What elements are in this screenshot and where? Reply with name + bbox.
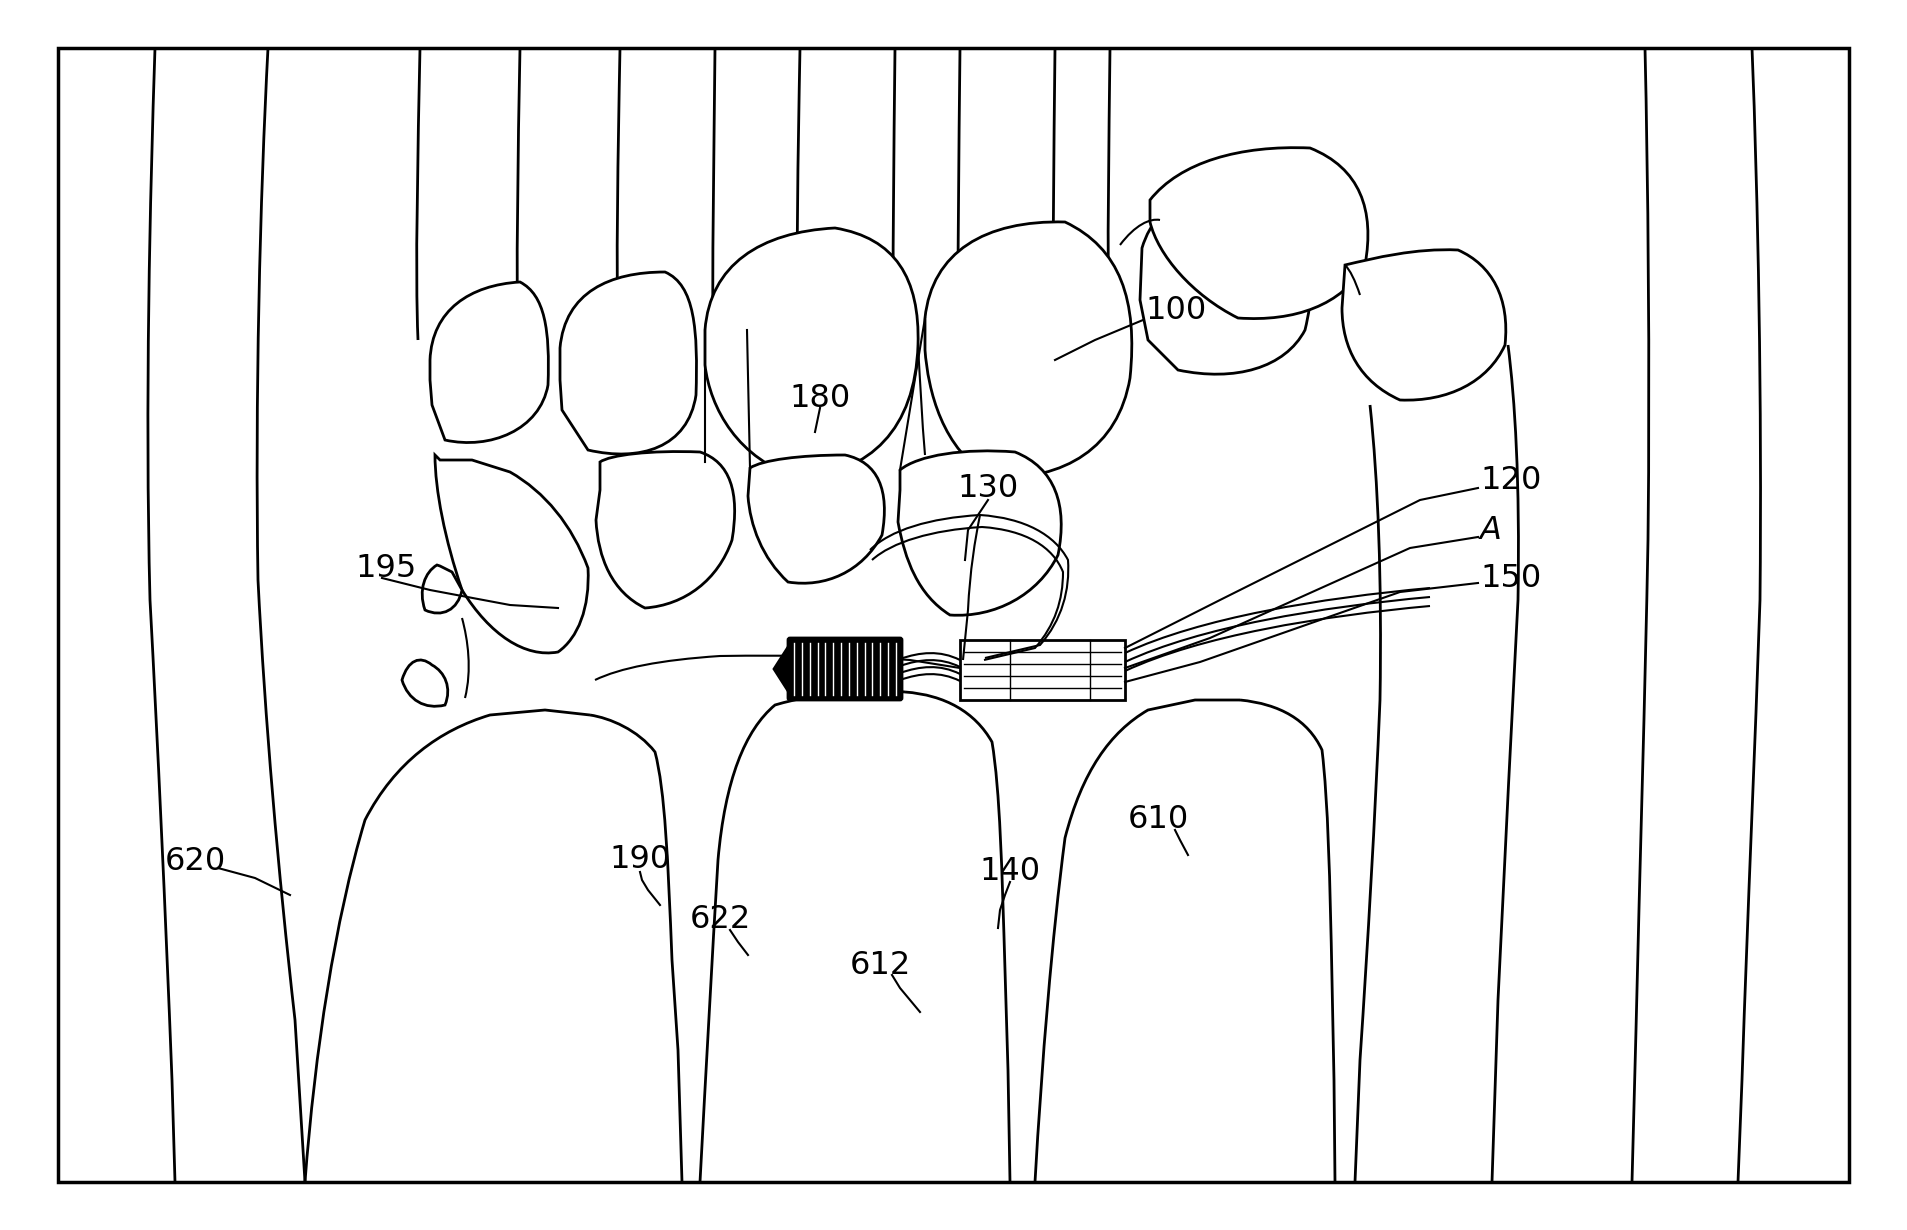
PathPatch shape xyxy=(402,661,448,706)
Text: 610: 610 xyxy=(1127,804,1188,835)
Text: 100: 100 xyxy=(1144,294,1207,326)
FancyBboxPatch shape xyxy=(788,638,902,700)
Polygon shape xyxy=(774,645,789,694)
Text: 612: 612 xyxy=(849,950,912,980)
PathPatch shape xyxy=(1150,148,1367,319)
Text: 120: 120 xyxy=(1480,465,1541,496)
PathPatch shape xyxy=(421,565,461,613)
Text: 130: 130 xyxy=(957,472,1018,503)
PathPatch shape xyxy=(435,455,587,653)
PathPatch shape xyxy=(429,282,549,443)
Bar xyxy=(959,640,1125,700)
PathPatch shape xyxy=(925,221,1133,478)
Text: A: A xyxy=(1480,514,1503,545)
PathPatch shape xyxy=(1343,250,1507,400)
Text: 190: 190 xyxy=(610,845,671,876)
PathPatch shape xyxy=(748,455,885,583)
Text: 140: 140 xyxy=(980,856,1041,888)
PathPatch shape xyxy=(898,451,1060,615)
PathPatch shape xyxy=(706,228,917,478)
Text: 180: 180 xyxy=(789,383,851,413)
Text: 195: 195 xyxy=(355,552,416,583)
PathPatch shape xyxy=(561,272,696,454)
PathPatch shape xyxy=(1140,186,1312,374)
Text: 622: 622 xyxy=(688,904,751,936)
Text: 620: 620 xyxy=(166,846,227,877)
PathPatch shape xyxy=(597,451,734,608)
Text: 150: 150 xyxy=(1480,562,1541,594)
